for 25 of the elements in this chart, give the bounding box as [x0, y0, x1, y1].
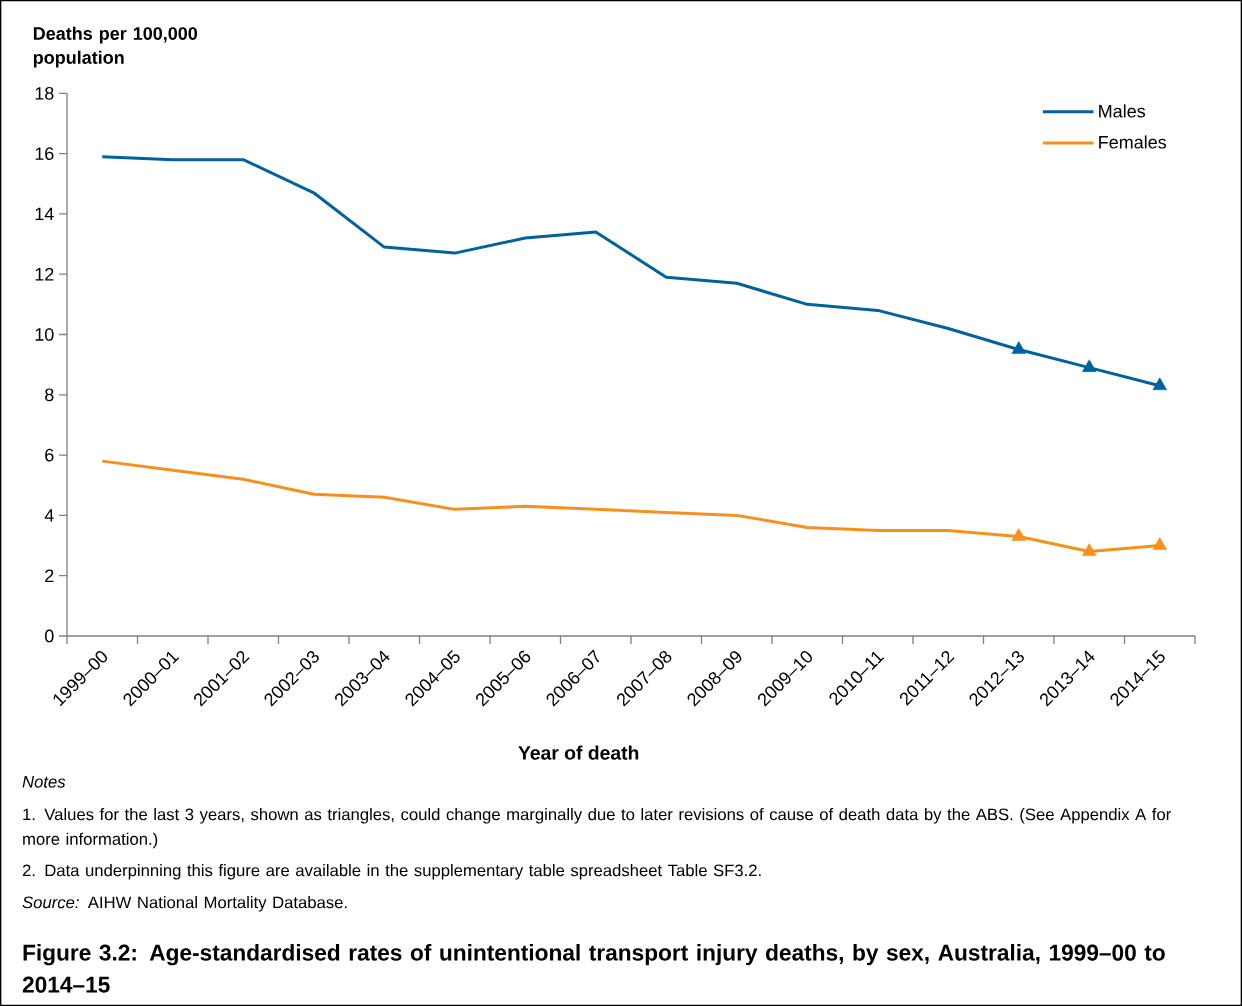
- text: 1. Values for the last 3 years, shown as triangles, could change marginally due to later revisions of cause of death data by the ABS. (See Appendix A for more information.): [23, 808, 1171, 849]
- y-tick-label: 14: [35, 207, 54, 221]
- point: [1011, 341, 1026, 354]
- text: Notes: [22, 776, 66, 788]
- point: [1152, 377, 1167, 391]
- point: [1011, 528, 1026, 541]
- y-tick-label: 8: [45, 388, 54, 402]
- point: [1082, 543, 1097, 556]
- y-tick-label: 18: [35, 86, 54, 100]
- y-tick-label: 10: [35, 328, 54, 341]
- y-tick-label: 4: [44, 509, 54, 522]
- legend-label: Females: [1099, 135, 1167, 149]
- text: 2. Data underpinning this figure are available in the supplementary table spreadsheet Table SF3.2.: [22, 864, 761, 880]
- x-axis-title: Year of death: [518, 745, 639, 760]
- y-tick-label: 12: [35, 267, 54, 281]
- point: [1152, 537, 1167, 550]
- y-tick-label: 16: [35, 147, 54, 160]
- legend-label: Males: [1099, 104, 1146, 118]
- text: Figure 3.2: Age-standardised rates of unintentional transport injury deaths, by sex, Australia, 1999–00 to 2014–15: [22, 944, 1165, 993]
- y-tick-label: 2: [45, 569, 54, 582]
- y-axis-title: Deaths per 100,000 population: [33, 26, 198, 68]
- y-tick-label: 0: [45, 629, 54, 643]
- y-tick-label: 6: [45, 448, 54, 462]
- point: [1082, 359, 1097, 372]
- text: Source: AIHW National Mortality Database.: [22, 896, 347, 912]
